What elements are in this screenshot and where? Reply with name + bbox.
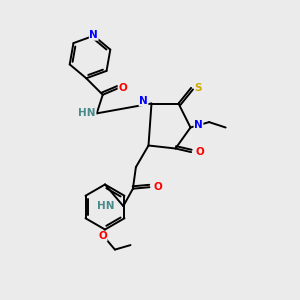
Text: O: O — [118, 83, 127, 93]
Text: N: N — [89, 30, 98, 40]
Text: HN: HN — [78, 108, 96, 118]
Text: O: O — [98, 231, 107, 241]
Text: N: N — [194, 120, 203, 130]
Text: S: S — [195, 83, 202, 93]
Text: HN: HN — [98, 201, 115, 211]
Text: O: O — [154, 182, 162, 192]
Text: O: O — [195, 147, 204, 157]
Text: N: N — [139, 96, 148, 106]
